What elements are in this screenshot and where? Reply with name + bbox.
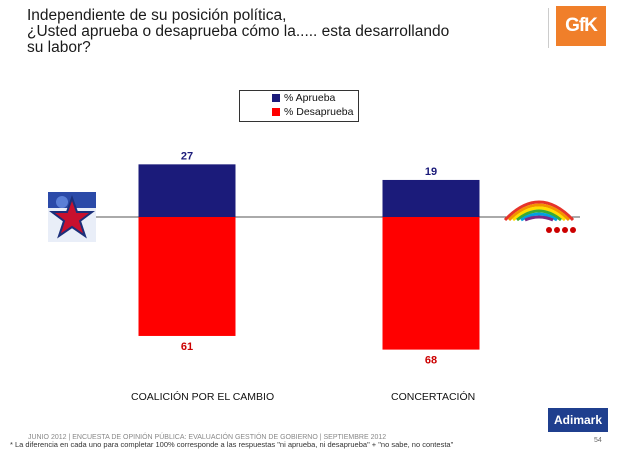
bar-aprueba-1 (382, 179, 480, 217)
legend-swatch-aprueba (272, 94, 280, 102)
legend-item-desaprueba: % Desaprueba (240, 105, 358, 119)
category-label-coalicion: COALICIÓN POR EL CAMBIO (131, 391, 275, 403)
legend-swatch-desaprueba (272, 108, 280, 116)
legend-label-aprueba: % Aprueba (284, 92, 336, 104)
footer-source: JUNIO 2012 | ENCUESTA DE OPINIÓN PÚBLICA… (28, 434, 387, 441)
gfk-logo: GfK (556, 6, 606, 46)
label-aprueba-0: 27 (181, 150, 193, 162)
bar-desaprueba-1 (382, 217, 480, 350)
adimark-logo: Adimark (548, 408, 608, 432)
legend-item-aprueba: % Aprueba (240, 91, 358, 105)
page-number: 54 (594, 437, 602, 444)
logo-divider (548, 8, 549, 48)
category-label-concertacion: CONCERTACIÓN (391, 391, 476, 403)
legend-label-desaprueba: % Desaprueba (284, 106, 354, 118)
concertacion-emblem-icon (503, 200, 576, 233)
title-line-1: Independiente de su posición política, (27, 7, 287, 24)
title-line-2: ¿Usted aprueba o desaprueba cómo la.....… (27, 23, 450, 40)
label-aprueba-1: 19 (425, 166, 437, 178)
label-desaprueba-1: 68 (425, 355, 437, 367)
bar-desaprueba-0 (138, 217, 236, 336)
bar-aprueba-0 (138, 164, 236, 217)
label-desaprueba-0: 61 (181, 341, 193, 353)
coalicion-emblem-icon (48, 192, 96, 242)
chart-legend: % Aprueba % Desaprueba (239, 90, 359, 122)
footer-note: * La diferencia en cada uno para complet… (10, 440, 454, 449)
slide-title: Independiente de su posición política, ¿… (27, 8, 497, 56)
title-line-3: su labor? (27, 39, 91, 56)
